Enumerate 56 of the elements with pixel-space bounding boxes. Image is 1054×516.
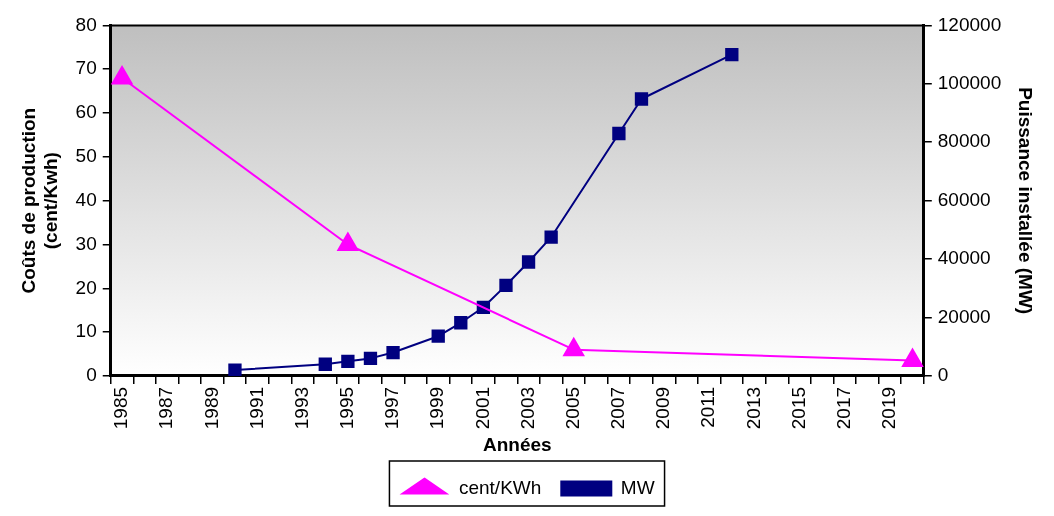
point xyxy=(454,316,468,330)
x-tick-label: 2017 xyxy=(832,386,854,430)
point xyxy=(725,47,739,62)
x-tick-label: 1999 xyxy=(426,386,448,430)
x-axis-title: Années xyxy=(482,433,552,455)
x-tick-label: 2019 xyxy=(878,386,900,430)
x-tick-label: 1993 xyxy=(290,386,312,430)
y-tick-label: 40 xyxy=(75,188,97,210)
point xyxy=(318,357,332,371)
x-tick-label: 1987 xyxy=(155,386,177,430)
y-tick-label: 10 xyxy=(75,320,97,342)
x-tick-label: 1995 xyxy=(336,386,358,430)
x-tick-label: 2009 xyxy=(652,386,674,430)
point xyxy=(901,348,924,368)
x-tick-label: 2001 xyxy=(471,386,493,430)
point xyxy=(337,232,359,251)
x-tick-label: 2003 xyxy=(516,386,538,430)
point xyxy=(544,230,558,244)
x-tick-label: 1997 xyxy=(381,386,403,430)
y2-axis-title: Puissance installée (MW) xyxy=(1015,87,1037,315)
y2-tick-label: 120000 xyxy=(937,13,1002,35)
point xyxy=(499,278,513,293)
y2-tick-label: 80000 xyxy=(937,130,991,152)
y-tick-label: 70 xyxy=(75,57,97,79)
x-tick-label: 1989 xyxy=(200,386,222,430)
point xyxy=(634,92,649,106)
x-tick-label: 1991 xyxy=(245,386,267,430)
x-tick-label: 2013 xyxy=(742,386,764,430)
point xyxy=(363,351,378,366)
point xyxy=(521,255,536,269)
point xyxy=(111,65,133,85)
y-tick-label: 60 xyxy=(75,101,97,123)
x-tick-label: 2015 xyxy=(787,386,809,430)
point xyxy=(386,345,400,360)
x-tick-label: 2011 xyxy=(697,386,719,428)
y2-tick-label: 40000 xyxy=(937,247,991,269)
y-tick-label: 20 xyxy=(75,276,97,298)
y-tick-label: 80 xyxy=(75,13,97,35)
point xyxy=(431,329,445,343)
y2-tick-label: 100000 xyxy=(937,72,1002,94)
point xyxy=(341,354,355,368)
y-tick-label: 50 xyxy=(75,145,97,167)
x-tick-label: 2005 xyxy=(561,386,583,430)
legend-label: cent/KWh xyxy=(458,476,542,498)
point xyxy=(563,337,585,357)
point xyxy=(228,363,242,376)
y2-tick-label: 20000 xyxy=(937,305,991,327)
y-tick-label: 30 xyxy=(75,232,97,254)
x-tick-label: 1985 xyxy=(110,386,132,430)
y-axis-title: Coûts de production (cent/Kwh) xyxy=(17,107,62,294)
point xyxy=(612,126,626,141)
legend-label: MW xyxy=(620,476,655,498)
x-tick-label: 2007 xyxy=(607,386,629,430)
y-tick-label: 0 xyxy=(86,364,97,386)
y2-tick-label: 0 xyxy=(937,364,949,386)
y2-tick-label: 60000 xyxy=(937,188,991,210)
